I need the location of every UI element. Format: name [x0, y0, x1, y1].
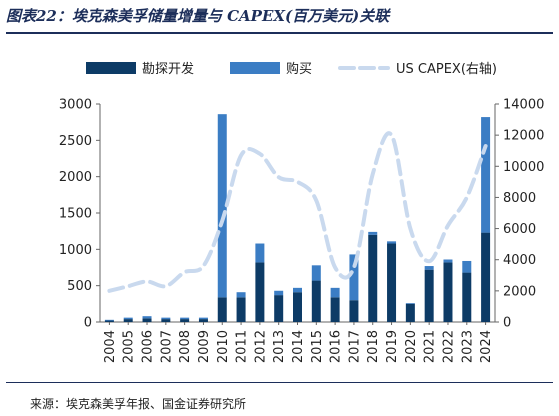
right-tick-label: 0 [503, 316, 511, 331]
capex-line [107, 131, 488, 293]
bar-exploration [142, 318, 152, 322]
x-tick-label: 2018 [366, 330, 381, 363]
right-tick-label: 8000 [503, 191, 536, 206]
bar-purchase [217, 114, 227, 298]
legend-swatch-exploration [86, 61, 136, 74]
x-tick-label: 2024 [479, 330, 494, 363]
x-tick-label: 2008 [178, 330, 193, 363]
bar-purchase [274, 290, 284, 296]
bar-purchase [405, 303, 415, 304]
bar-purchase [293, 287, 302, 293]
right-tick-label: 6000 [503, 222, 536, 237]
x-tick-label: 2015 [310, 330, 325, 363]
x-tick-label: 2012 [253, 330, 268, 363]
bar-exploration [311, 280, 321, 322]
x-tick-label: 2014 [291, 330, 306, 363]
x-tick-label: 2019 [385, 330, 400, 363]
bar-exploration [424, 269, 434, 322]
left-tick-label: 0 [84, 316, 92, 331]
bar-exploration [236, 297, 246, 322]
bar-purchase [311, 265, 321, 281]
title-divider [6, 32, 553, 34]
legend-swatch-purchase [230, 61, 280, 74]
x-tick-label: 2009 [197, 330, 212, 363]
bar-exploration [443, 262, 453, 322]
bar-purchase [330, 287, 340, 298]
bar-exploration [104, 320, 114, 322]
legend-item-capex: US CAPEX(右轴) [338, 58, 497, 77]
chart-tick-labels: 0 500 1000 1500 2000 2500 3000 0 2000 4000 6000 800… [59, 98, 544, 364]
bar-purchase [462, 260, 472, 273]
bar-exploration [255, 262, 265, 322]
bar-exploration [198, 319, 208, 322]
chart-title: 图表22：埃克森美孚储量增量与 CAPEX(百万美元)关联 [6, 7, 390, 25]
bar-exploration [405, 303, 415, 322]
bar-exploration [217, 297, 227, 322]
bar-exploration [293, 292, 302, 322]
bar-exploration [481, 232, 491, 322]
chart-line [107, 131, 488, 293]
bar-purchase [481, 117, 491, 233]
legend-item-exploration: 勘探开发 [86, 58, 194, 77]
bar-purchase [368, 231, 378, 235]
x-tick-label: 2022 [441, 330, 456, 363]
footer-divider [6, 382, 553, 383]
bar-purchase [198, 317, 208, 320]
bar-exploration [330, 297, 340, 322]
right-tick-label: 2000 [503, 284, 536, 299]
x-tick-label: 2010 [216, 330, 231, 363]
bar-exploration [180, 319, 190, 322]
right-tick-label: 12000 [503, 129, 544, 144]
bar-exploration [387, 243, 397, 322]
x-tick-label: 2017 [347, 330, 362, 363]
x-tick-label: 2004 [103, 330, 118, 363]
bar-exploration [161, 319, 171, 322]
bar-purchase [443, 259, 453, 263]
bar-purchase [180, 317, 190, 320]
bar-purchase [123, 317, 133, 320]
legend-label-capex: US CAPEX(右轴) [396, 62, 497, 77]
legend-label-purchase: 购买 [286, 62, 313, 77]
bar-purchase [236, 292, 246, 298]
x-tick-label: 2016 [329, 330, 344, 363]
left-tick-label: 1000 [59, 243, 92, 258]
left-tick-label: 3000 [59, 98, 92, 113]
bar-exploration [123, 319, 133, 322]
bar-exploration [274, 295, 284, 322]
bar-purchase [424, 266, 434, 270]
x-tick-label: 2005 [122, 330, 137, 363]
bar-purchase [349, 254, 359, 301]
legend-item-purchase: 购买 [230, 58, 312, 77]
right-tick-label: 4000 [503, 253, 536, 268]
chart-bars [104, 114, 491, 322]
right-tick-label: 10000 [503, 160, 544, 175]
legend-swatch-capex [338, 65, 390, 70]
x-tick-label: 2011 [235, 330, 250, 363]
x-tick-label: 2023 [460, 330, 475, 363]
left-tick-label: 500 [67, 279, 92, 294]
left-tick-label: 1500 [59, 207, 92, 222]
bar-exploration [368, 234, 378, 322]
x-tick-label: 2021 [423, 330, 438, 363]
bar-purchase [161, 317, 171, 320]
x-tick-label: 2013 [272, 330, 287, 363]
bar-purchase [142, 316, 152, 319]
x-tick-label: 2020 [404, 330, 419, 363]
left-tick-label: 2500 [59, 134, 92, 149]
bar-purchase [104, 319, 114, 321]
bar-exploration [349, 300, 359, 322]
legend-label-exploration: 勘探开发 [142, 62, 195, 77]
left-tick-label: 2000 [59, 170, 92, 185]
x-tick-label: 2006 [141, 330, 156, 363]
x-tick-label: 2007 [159, 330, 174, 363]
source-note: 来源：埃克森美孚年报、国金证券研究所 [30, 397, 247, 411]
bar-purchase [255, 243, 265, 263]
right-tick-label: 14000 [503, 98, 544, 113]
bar-purchase [387, 241, 397, 244]
bar-exploration [462, 272, 472, 322]
